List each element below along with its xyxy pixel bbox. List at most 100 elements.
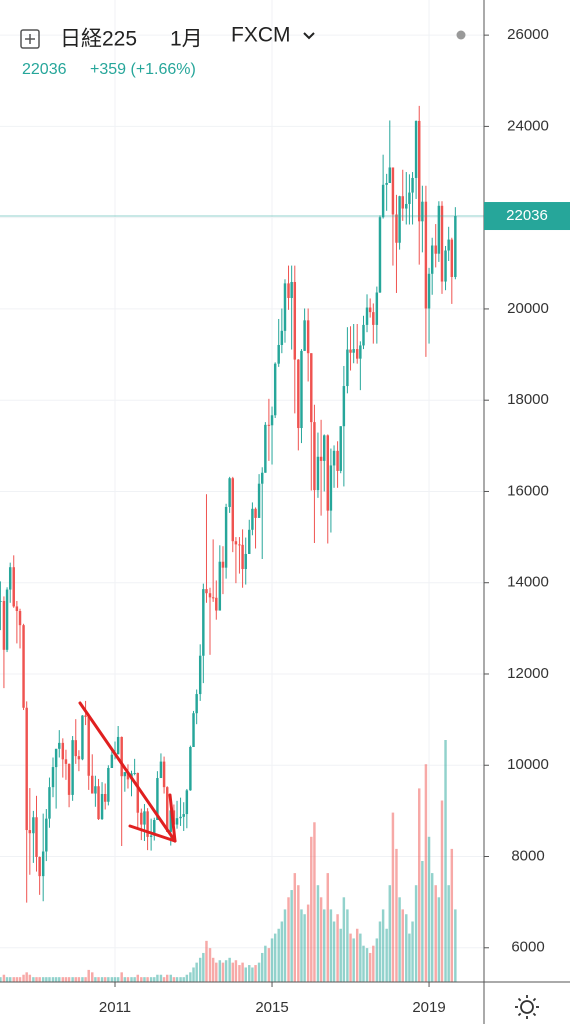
candle-body: [153, 820, 156, 836]
volume-bar: [38, 977, 41, 982]
volume-bar: [54, 977, 58, 982]
candle-body: [244, 553, 247, 570]
candle-body: [81, 715, 84, 760]
volume-layer: [0, 740, 457, 982]
candle-body: [454, 216, 457, 277]
volume-bar: [277, 928, 280, 982]
volume-bar: [310, 836, 313, 982]
volume-bar: [313, 822, 316, 982]
volume-bar: [280, 921, 284, 982]
volume-bar: [185, 974, 189, 982]
volume-bar: [408, 933, 411, 982]
grid: [0, 0, 484, 982]
add-symbol-icon[interactable]: [20, 29, 40, 49]
candle-body: [375, 292, 379, 325]
volume-bar: [332, 921, 336, 982]
volume-bar: [28, 974, 32, 982]
volume-bar: [346, 909, 349, 982]
candle-body: [94, 786, 97, 794]
candle-body: [342, 386, 346, 427]
candle-body: [408, 192, 411, 204]
y-tick-label: 26000: [507, 26, 549, 43]
candle-body: [202, 589, 205, 656]
candle-body: [283, 283, 287, 331]
volume-bar: [257, 962, 261, 982]
settings-icon[interactable]: [515, 995, 539, 1019]
candle-body: [293, 282, 297, 360]
volume-bar: [264, 945, 267, 982]
volume-bar: [381, 909, 385, 982]
x-tick-label: 2015: [255, 999, 288, 1016]
volume-bar: [84, 977, 87, 982]
candle-body: [15, 606, 19, 612]
candle-body: [306, 320, 310, 354]
last-price-box: [484, 202, 570, 231]
volume-bar: [41, 977, 45, 982]
volume-bar: [15, 977, 19, 982]
volume-bar: [45, 977, 48, 982]
candle-body: [257, 483, 261, 518]
candle-body: [28, 830, 32, 834]
volume-bar: [434, 885, 437, 982]
candle-body: [156, 778, 159, 821]
candle-body: [300, 350, 303, 429]
candle-body: [123, 772, 127, 777]
candle-body: [133, 773, 136, 775]
last-price-label: 22036: [506, 207, 548, 224]
volume-bar: [215, 962, 218, 982]
volume-bar: [440, 800, 444, 982]
volume-bar: [5, 977, 9, 982]
candle-body: [378, 217, 382, 293]
volume-bar: [326, 873, 329, 982]
candle-body: [120, 736, 123, 777]
candle-body: [192, 713, 195, 747]
candle-body: [208, 593, 212, 598]
volume-bar: [336, 914, 339, 982]
volume-bar: [81, 977, 84, 982]
volume-bar: [74, 977, 77, 982]
candle-layer: [0, 105, 457, 903]
axis-panel: [484, 0, 570, 1024]
y-tick-label: 12000: [507, 665, 549, 682]
volume-bar: [427, 836, 431, 982]
candle-body: [368, 307, 372, 313]
volume-bar: [297, 885, 300, 982]
candle-body: [450, 239, 454, 277]
volume-bar: [120, 972, 123, 982]
volume-bar: [94, 977, 97, 982]
volume-bar: [71, 977, 74, 982]
volume-bar: [251, 967, 254, 982]
y-tick-label: 18000: [507, 391, 549, 408]
volume-bar: [388, 885, 392, 982]
volume-bar: [97, 977, 100, 982]
volume-bar: [323, 909, 326, 982]
volume-bar: [91, 972, 94, 982]
volume-bar: [319, 897, 323, 982]
chevron[interactable]: [303, 32, 315, 40]
candle-body: [424, 201, 428, 309]
candle-body: [159, 761, 163, 779]
volume-bar: [61, 977, 65, 982]
volume-bar: [48, 977, 51, 982]
volume-bar: [430, 873, 434, 982]
volume-bar: [192, 967, 195, 982]
candle-body: [362, 324, 365, 346]
candle-body: [61, 742, 65, 760]
volume-bar: [418, 788, 421, 982]
candle-body: [12, 567, 15, 607]
candle-body: [290, 282, 293, 298]
candle-body: [280, 330, 284, 345]
volume-bar: [208, 948, 212, 982]
volume-bar: [224, 960, 228, 982]
volume-bar: [329, 909, 333, 982]
candle-body: [264, 424, 267, 473]
status-dot: [456, 30, 466, 40]
volume-bar: [113, 977, 117, 982]
candle-body: [198, 655, 202, 695]
volume-bar: [241, 962, 244, 982]
candle-body: [395, 214, 398, 243]
candle-body: [234, 541, 238, 545]
candle-body: [310, 353, 313, 423]
volume-bar: [378, 921, 382, 982]
candle-body: [126, 772, 130, 780]
